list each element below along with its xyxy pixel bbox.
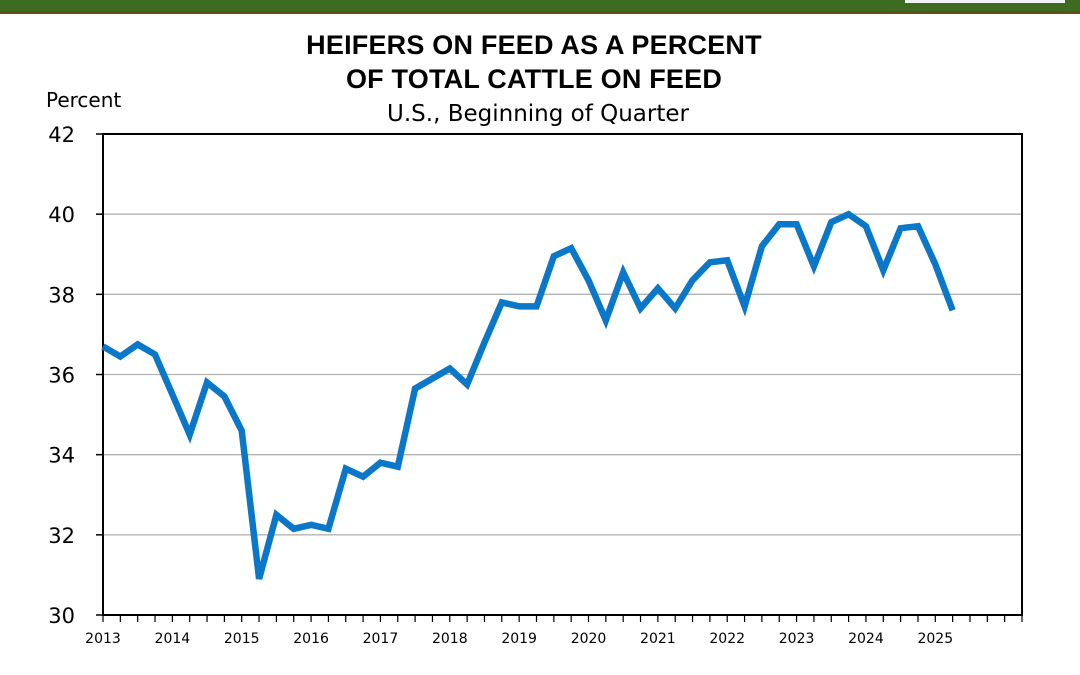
y-tick: 42 bbox=[48, 123, 103, 147]
x-tick-label: 2019 bbox=[501, 631, 537, 647]
y-tick: 36 bbox=[48, 364, 103, 388]
y-axis-ticks: 30 32 34 36 38 40 42 bbox=[48, 123, 103, 628]
y-tick: 34 bbox=[48, 444, 103, 468]
chart-title-line-2: OF TOTAL CATTLE ON FEED bbox=[345, 64, 723, 94]
series-line bbox=[101, 210, 956, 580]
x-tick-label: 2022 bbox=[709, 631, 745, 647]
y-tick: 32 bbox=[48, 524, 103, 548]
y-tick-label: 32 bbox=[48, 524, 75, 548]
x-tick-label: 2017 bbox=[363, 631, 399, 647]
header-bar bbox=[0, 0, 1080, 14]
chart-subtitle: U.S., Beginning of Quarter bbox=[387, 101, 689, 127]
chart-title-line-1: HEIFERS ON FEED AS A PERCENT bbox=[306, 30, 762, 60]
x-tick-label: 2014 bbox=[155, 631, 191, 647]
x-tick-label: 2023 bbox=[779, 631, 815, 647]
y-axis-label: Percent bbox=[46, 88, 122, 112]
x-tick-label: 2015 bbox=[224, 631, 260, 647]
y-tick-label: 34 bbox=[48, 444, 75, 468]
y-tick: 30 bbox=[48, 604, 103, 628]
y-tick-label: 30 bbox=[48, 604, 75, 628]
y-tick: 40 bbox=[48, 203, 103, 227]
x-tick-label: 2024 bbox=[848, 631, 884, 647]
logo-strip bbox=[905, 0, 1065, 3]
series-group bbox=[101, 210, 956, 580]
y-tick-label: 42 bbox=[48, 123, 75, 147]
y-tick: 38 bbox=[48, 283, 103, 307]
x-tick-label: 2025 bbox=[917, 631, 953, 647]
y-tick-label: 40 bbox=[48, 203, 75, 227]
x-tick-label: 2018 bbox=[432, 631, 468, 647]
x-tick-label: 2013 bbox=[85, 631, 121, 647]
y-tick-label: 36 bbox=[48, 364, 75, 388]
y-tick-label: 38 bbox=[48, 283, 75, 307]
x-axis-ticks: 2013 2014 2015 2016 2017 2018 2019 2020 2021 2022… bbox=[85, 615, 1023, 647]
x-tick-label: 2021 bbox=[640, 631, 676, 647]
x-tick-label: 2016 bbox=[293, 631, 329, 647]
x-tick-label: 2020 bbox=[571, 631, 607, 647]
